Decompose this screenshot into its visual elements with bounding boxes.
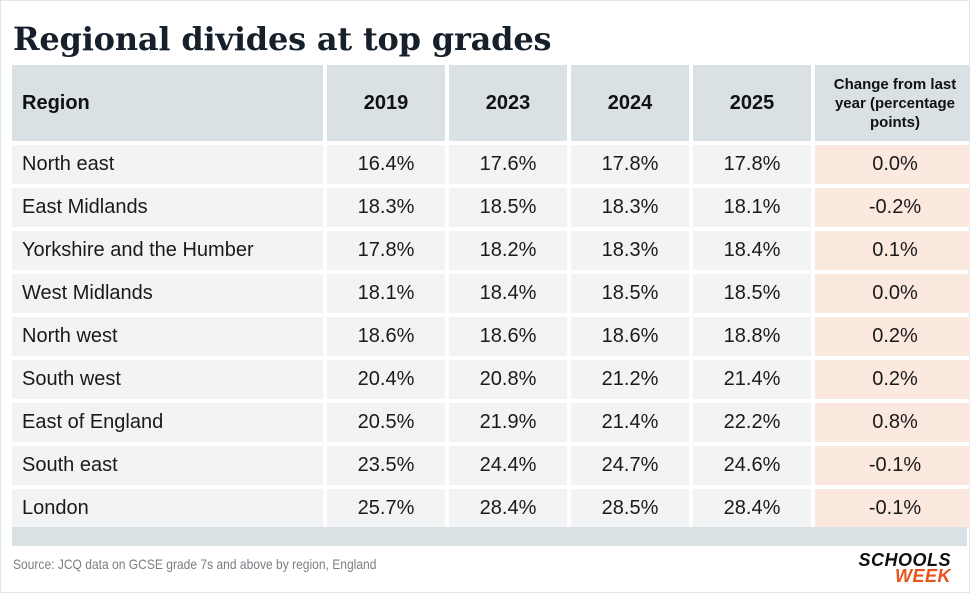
value-cell-2023: 18.2% (449, 231, 567, 270)
value-cell-2019: 23.5% (327, 446, 445, 485)
value-cell-2023: 20.8% (449, 360, 567, 399)
value-cell-2019: 16.4% (327, 145, 445, 184)
schools-week-logo: SCHOOLS WEEK (841, 550, 951, 588)
value-cell-2023: 28.4% (449, 489, 567, 528)
value-cell-2019: 18.3% (327, 188, 445, 227)
change-cell: 0.8% (815, 403, 970, 442)
change-cell: 0.1% (815, 231, 970, 270)
value-cell-2024: 24.7% (571, 446, 689, 485)
value-cell-2023: 18.6% (449, 317, 567, 356)
value-cell-2025: 18.4% (693, 231, 811, 270)
region-cell: West Midlands (12, 274, 323, 313)
value-cell-2019: 18.6% (327, 317, 445, 356)
region-cell: East Midlands (12, 188, 323, 227)
column-header-region: Region (12, 65, 323, 141)
region-cell: North west (12, 317, 323, 356)
table-row: South east 23.5% 24.4% 24.7% 24.6% -0.1% (12, 446, 970, 485)
region-cell: North east (12, 145, 323, 184)
value-cell-2023: 18.5% (449, 188, 567, 227)
table-header-row: Region 2019 2023 2024 2025 Change from l… (12, 65, 970, 141)
column-header-2024: 2024 (571, 65, 689, 141)
value-cell-2025: 18.5% (693, 274, 811, 313)
table-row: London 25.7% 28.4% 28.5% 28.4% -0.1% (12, 489, 970, 528)
table-row: North west 18.6% 18.6% 18.6% 18.8% 0.2% (12, 317, 970, 356)
value-cell-2023: 21.9% (449, 403, 567, 442)
change-cell: 0.2% (815, 360, 970, 399)
value-cell-2025: 24.6% (693, 446, 811, 485)
value-cell-2023: 17.6% (449, 145, 567, 184)
value-cell-2024: 18.6% (571, 317, 689, 356)
change-cell: -0.1% (815, 489, 970, 528)
table-row: North east 16.4% 17.6% 17.8% 17.8% 0.0% (12, 145, 970, 184)
value-cell-2025: 28.4% (693, 489, 811, 528)
value-cell-2024: 18.3% (571, 231, 689, 270)
logo-line-week: WEEK (895, 566, 951, 586)
table-row: South west 20.4% 20.8% 21.2% 21.4% 0.2% (12, 360, 970, 399)
table-row: West Midlands 18.1% 18.4% 18.5% 18.5% 0.0% (12, 274, 970, 313)
column-header-2019: 2019 (327, 65, 445, 141)
value-cell-2023: 24.4% (449, 446, 567, 485)
change-cell: -0.2% (815, 188, 970, 227)
value-cell-2019: 17.8% (327, 231, 445, 270)
value-cell-2019: 20.4% (327, 360, 445, 399)
chart-title: Regional divides at top grades (13, 20, 552, 58)
value-cell-2025: 17.8% (693, 145, 811, 184)
value-cell-2019: 18.1% (327, 274, 445, 313)
logo-line-schools: SCHOOLS (858, 550, 951, 570)
table-footer-band (12, 527, 967, 546)
value-cell-2019: 25.7% (327, 489, 445, 528)
value-cell-2024: 21.4% (571, 403, 689, 442)
table-row: East of England 20.5% 21.9% 21.4% 22.2% 0.8% (12, 403, 970, 442)
value-cell-2025: 21.4% (693, 360, 811, 399)
value-cell-2024: 18.5% (571, 274, 689, 313)
value-cell-2019: 20.5% (327, 403, 445, 442)
table-body: North east 16.4% 17.6% 17.8% 17.8% 0.0% East M… (12, 145, 970, 528)
table-row: East Midlands 18.3% 18.5% 18.3% 18.1% -0.2% (12, 188, 970, 227)
region-cell: London (12, 489, 323, 528)
value-cell-2025: 18.8% (693, 317, 811, 356)
change-cell: 0.0% (815, 145, 970, 184)
source-note: Source: JCQ data on GCSE grade 7s and ab… (13, 556, 377, 572)
change-cell: -0.1% (815, 446, 970, 485)
value-cell-2024: 28.5% (571, 489, 689, 528)
region-cell: South west (12, 360, 323, 399)
value-cell-2023: 18.4% (449, 274, 567, 313)
table-row: Yorkshire and the Humber 17.8% 18.2% 18.3% 1… (12, 231, 970, 270)
data-table: Region 2019 2023 2024 2025 Change from l… (8, 61, 970, 532)
region-cell: South east (12, 446, 323, 485)
region-cell: East of England (12, 403, 323, 442)
column-header-change: Change from last year (percentage points… (815, 65, 970, 141)
value-cell-2025: 22.2% (693, 403, 811, 442)
value-cell-2024: 17.8% (571, 145, 689, 184)
value-cell-2025: 18.1% (693, 188, 811, 227)
region-cell: Yorkshire and the Humber (12, 231, 323, 270)
value-cell-2024: 21.2% (571, 360, 689, 399)
column-header-2025: 2025 (693, 65, 811, 141)
change-cell: 0.0% (815, 274, 970, 313)
value-cell-2024: 18.3% (571, 188, 689, 227)
column-header-2023: 2023 (449, 65, 567, 141)
change-cell: 0.2% (815, 317, 970, 356)
